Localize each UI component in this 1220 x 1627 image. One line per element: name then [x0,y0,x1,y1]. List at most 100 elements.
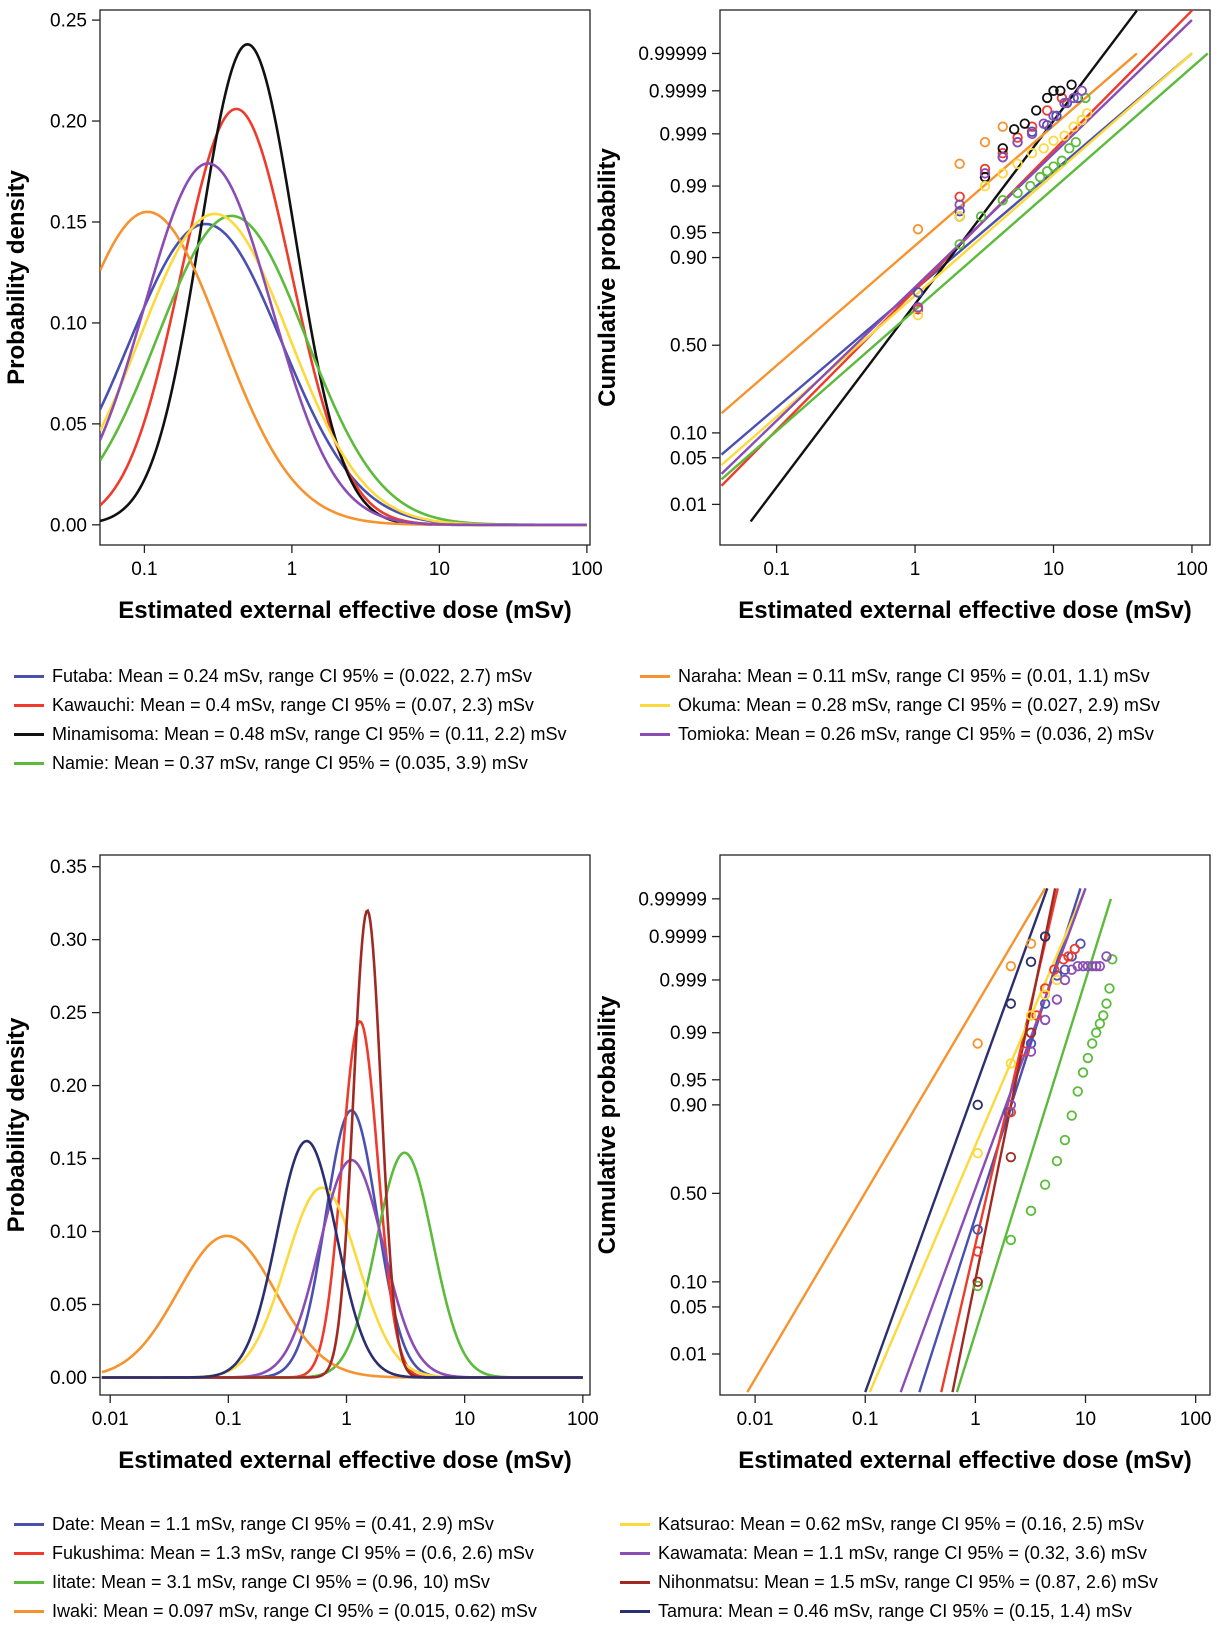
data-point-tomioka [1038,118,1049,129]
y-tick-label: 0.50 [670,1184,707,1205]
legend-swatch [620,1552,650,1555]
legend-label: Katsurao: Mean = 0.62 mSv, range CI 95% … [658,1514,1144,1534]
x-tick-label: 1 [341,1409,352,1430]
plot-frame [99,854,591,1396]
data-point-kawamata [1059,974,1071,986]
fit-line-namie [720,52,1209,481]
data-point-katsurao [1025,1010,1037,1021]
data-point-fukushima [1031,1010,1042,1021]
data-point-futaba [954,205,965,217]
data-point-tamura [972,1099,983,1111]
data-point-tomioka [1048,110,1059,122]
data-point-tomioka [1076,85,1087,96]
y-tick-label: 0.10 [670,1272,707,1293]
legend-label: Naraha: Mean = 0.11 mSv, range CI 95% = … [678,666,1150,686]
data-point-katsurao [972,1147,983,1159]
data-point-date [972,1224,983,1235]
data-point-iwaki [972,1038,983,1049]
data-point-kawamata [1090,960,1102,972]
fit-line-nihonmatsu [951,888,1057,1393]
data-point-tomioka [1012,136,1023,148]
data-point-tomioka [954,199,965,210]
legend-entry: Tomioka: Mean = 0.26 mSv, range CI 95% =… [640,720,1160,749]
y-tick-label: 0.99999 [638,44,707,65]
data-point-naraha [912,224,924,235]
y-tick-label: 0.00 [50,515,87,536]
legend-label: Tomioka: Mean = 0.26 mSv, range CI 95% =… [678,724,1154,744]
data-point-futaba [912,287,924,298]
y-tick-label: 0.30 [50,930,87,951]
y-tick-label: 0.00 [50,1368,87,1389]
y-tick-label: 0.20 [50,112,87,133]
data-point-minamisoma [1048,85,1059,96]
data-point-iitate [1005,1234,1017,1246]
y-tick-label: 0.10 [670,423,707,444]
x-tick-label: 1 [910,559,921,580]
series-curve-futaba [100,222,587,527]
y-tick-label: 0.90 [670,1095,707,1116]
y-tick-label: 0.99 [670,1023,707,1044]
data-point-okuma [1059,130,1070,141]
x-tick-label: 0.01 [92,1409,129,1430]
data-point-katsurao [1005,1058,1017,1069]
chart-panel-2: 0.1 1 10 100 0.01 0.05 0.10 0.50 0.90 0.95 0.99 0.9… [594,9,1211,624]
x-tick-label: 0.1 [852,1409,878,1430]
data-point-iitate [1039,1179,1051,1190]
data-point-naraha [997,121,1008,132]
data-point-kawamata [1025,1046,1037,1057]
legend-swatch [14,1581,44,1584]
y-tick-label: 0.9999 [649,927,707,948]
data-point-nihonmatsu [1025,1027,1037,1038]
data-point-tamura [1039,931,1051,942]
data-point-iitate [1059,1134,1071,1146]
y-tick-label: 0.15 [50,1149,87,1170]
legend-entry: Nihonmatsu: Mean = 1.5 mSv, range CI 95%… [620,1568,1158,1597]
legend-entry: Date: Mean = 1.1 mSv, range CI 95% = (0.… [14,1510,537,1539]
data-point-date [1051,970,1063,981]
data-point-okuma [1012,158,1023,169]
data-point-okuma [1076,114,1087,126]
data-point-kawauchi [1056,92,1068,104]
legend-label: Date: Mean = 1.1 mSv, range CI 95% = (0.… [52,1514,494,1534]
y-tick-label: 0.01 [670,495,707,516]
y-tick-label: 0.9999 [649,81,707,102]
x-tick-label: 10 [429,559,450,580]
data-point-iitate [1072,1086,1083,1097]
data-point-fukushima [972,1246,983,1257]
data-point-namie [997,194,1008,206]
data-point-iitate [1107,954,1118,965]
legend-top-left: Futaba: Mean = 0.24 mSv, range CI 95% = … [14,662,567,778]
legend-swatch [640,704,670,707]
fit-line-katsurao [868,887,1087,1393]
legend-swatch [640,675,670,678]
legend-swatch [14,1610,44,1613]
data-point-namie [1056,155,1068,166]
data-point-okuma [1026,147,1038,159]
legend-label: Futaba: Mean = 0.24 mSv, range CI 95% = … [52,666,532,686]
y-tick-label: 0.35 [50,857,87,878]
data-point-namie [975,211,987,222]
legend-swatch [14,675,44,678]
legend-entry: Futaba: Mean = 0.24 mSv, range CI 95% = … [14,662,567,691]
legend-label: Iitate: Mean = 3.1 mSv, range CI 95% = (… [52,1572,490,1592]
data-point-namie [1025,180,1036,192]
y-axis-label: Probability density [3,1017,30,1232]
legend-swatch [620,1523,650,1526]
legend-entry: Kawamata: Mean = 1.1 mSv, range CI 95% =… [620,1539,1158,1568]
chart-panel-1: 0.1 1 10 100 0.00 0.05 0.10 0.15 0.20 0.25 Estimat… [3,9,603,624]
data-point-naraha [979,136,991,148]
fit-line-kawamata [899,887,1087,1393]
x-axis-label: Estimated external effective dose (mSv) [738,1447,1192,1474]
x-tick-label: 0.1 [131,559,157,580]
data-point-iitate [1025,1205,1037,1217]
data-point-kawamata [1086,960,1098,972]
data-point-tomioka [1068,92,1079,104]
data-point-namie [1034,171,1046,183]
legend-entry: Iwaki: Mean = 0.097 mSv, range CI 95% = … [14,1597,537,1626]
data-point-namie [1064,143,1075,154]
x-tick-label: 100 [1180,1409,1212,1430]
x-tick-label: 0.01 [737,1409,774,1430]
data-point-okuma [1081,108,1093,119]
fit-line-minamisoma [749,10,1138,523]
data-point-namie [1012,187,1023,199]
